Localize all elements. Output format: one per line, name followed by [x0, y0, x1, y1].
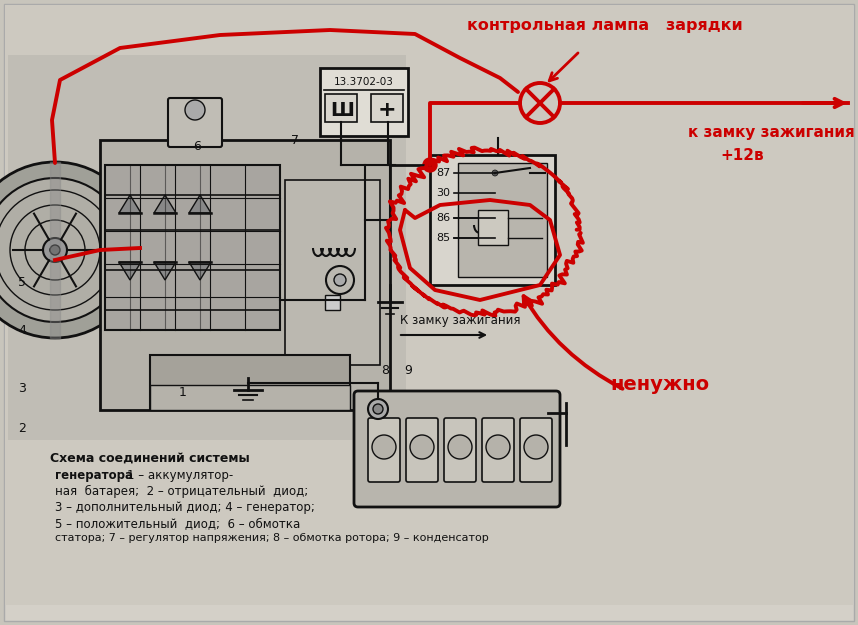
Text: 5: 5	[18, 276, 26, 289]
Text: 86: 86	[436, 213, 450, 223]
Circle shape	[486, 435, 510, 459]
FancyBboxPatch shape	[168, 98, 222, 147]
Text: Схема соединений системы: Схема соединений системы	[50, 452, 250, 465]
FancyBboxPatch shape	[406, 418, 438, 482]
Text: 7: 7	[291, 134, 299, 146]
FancyBboxPatch shape	[320, 68, 408, 136]
Text: 85: 85	[436, 233, 450, 243]
Polygon shape	[119, 262, 141, 280]
Text: 5 – положительный  диод;  6 – обмотка: 5 – положительный диод; 6 – обмотка	[55, 517, 300, 530]
FancyBboxPatch shape	[371, 94, 403, 122]
FancyBboxPatch shape	[100, 140, 390, 410]
FancyBboxPatch shape	[325, 94, 357, 122]
FancyBboxPatch shape	[520, 418, 552, 482]
Polygon shape	[189, 262, 211, 280]
Circle shape	[492, 170, 498, 176]
Text: 4: 4	[18, 324, 26, 336]
Circle shape	[373, 404, 383, 414]
Text: статора; 7 – регулятор напряжения; 8 – обмотка ротора; 9 – конденсатор: статора; 7 – регулятор напряжения; 8 – о…	[55, 533, 489, 543]
FancyBboxPatch shape	[5, 5, 853, 605]
Text: 8: 8	[381, 364, 389, 376]
FancyBboxPatch shape	[150, 385, 350, 410]
Text: +12в: +12в	[720, 148, 764, 163]
FancyBboxPatch shape	[285, 180, 380, 365]
FancyBboxPatch shape	[105, 165, 280, 330]
Circle shape	[334, 274, 346, 286]
Circle shape	[372, 435, 396, 459]
Text: Ш: Ш	[330, 101, 354, 119]
Text: 3 – дополнительный диод; 4 – генератор;: 3 – дополнительный диод; 4 – генератор;	[55, 501, 315, 514]
Text: ненужно: ненужно	[610, 375, 709, 394]
Polygon shape	[154, 195, 176, 213]
Polygon shape	[119, 195, 141, 213]
Text: 87: 87	[436, 168, 450, 178]
Text: 2: 2	[18, 421, 26, 434]
FancyBboxPatch shape	[444, 418, 476, 482]
FancyBboxPatch shape	[368, 418, 400, 482]
Circle shape	[448, 435, 472, 459]
Circle shape	[423, 158, 437, 172]
Text: 1: 1	[179, 386, 187, 399]
FancyBboxPatch shape	[458, 163, 547, 277]
Polygon shape	[189, 195, 211, 213]
Text: 1 – аккумулятор-: 1 – аккумулятор-	[127, 469, 233, 482]
Text: генератора: генератора	[55, 469, 133, 482]
Circle shape	[185, 100, 205, 120]
Text: 13.3702-03: 13.3702-03	[334, 77, 394, 87]
Circle shape	[524, 435, 548, 459]
Circle shape	[0, 162, 143, 338]
FancyBboxPatch shape	[4, 4, 854, 621]
Text: к замку зажигания: к замку зажигания	[688, 125, 855, 140]
FancyBboxPatch shape	[354, 391, 560, 507]
Text: контрольная лампа   зарядки: контрольная лампа зарядки	[467, 18, 743, 33]
Text: К замку зажигания: К замку зажигания	[400, 314, 521, 327]
Polygon shape	[154, 262, 176, 280]
Circle shape	[0, 178, 127, 322]
FancyBboxPatch shape	[150, 355, 350, 410]
Text: 9: 9	[404, 364, 412, 376]
FancyBboxPatch shape	[430, 155, 555, 285]
FancyBboxPatch shape	[478, 210, 508, 245]
FancyBboxPatch shape	[325, 295, 340, 310]
Circle shape	[368, 399, 388, 419]
Circle shape	[410, 435, 434, 459]
Circle shape	[50, 245, 60, 255]
FancyBboxPatch shape	[482, 418, 514, 482]
Text: ная  батарея;  2 – отрицательный  диод;: ная батарея; 2 – отрицательный диод;	[55, 485, 308, 498]
Circle shape	[43, 238, 67, 262]
Text: 6: 6	[193, 141, 201, 154]
Text: 30: 30	[436, 188, 450, 198]
Text: 3: 3	[18, 381, 26, 394]
FancyBboxPatch shape	[8, 55, 406, 440]
Text: +: +	[378, 100, 396, 120]
